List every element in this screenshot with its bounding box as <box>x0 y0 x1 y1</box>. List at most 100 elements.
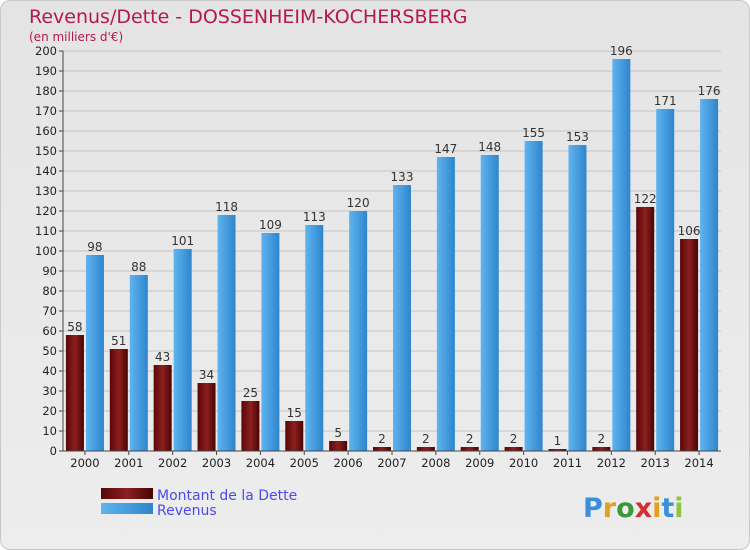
data-label-revenue: 133 <box>391 170 414 184</box>
x-tick-label: 2001 <box>114 456 143 470</box>
bar-revenue <box>612 59 631 451</box>
y-tick-label: 10 <box>42 424 57 438</box>
data-label-debt: 34 <box>199 368 214 382</box>
data-label-revenue: 113 <box>303 210 326 224</box>
x-tick-label: 2012 <box>597 456 626 470</box>
data-label-debt: 1 <box>554 434 562 448</box>
bar-debt <box>636 207 655 451</box>
logo-letter: o <box>616 493 635 524</box>
chart-subtitle: (en milliers d'€) <box>29 30 123 44</box>
data-label-revenue: 171 <box>654 94 677 108</box>
bar-debt <box>285 421 304 451</box>
data-label-debt: 122 <box>634 192 657 206</box>
grid-lines <box>63 50 721 452</box>
y-tick-label: 0 <box>50 444 57 458</box>
legend: Montant de la Dette Revenus <box>101 488 297 519</box>
y-tick-label: 20 <box>42 404 57 418</box>
y-tick-label: 150 <box>35 144 57 158</box>
data-label-debt: 43 <box>155 350 170 364</box>
x-axis-ticks: 2000 2001 2002 2003 2004 2005 2006 2007 2008 2009… <box>70 451 714 470</box>
y-tick-label: 170 <box>35 104 57 118</box>
data-label-debt: 15 <box>287 406 302 420</box>
bar-revenue <box>393 185 411 451</box>
bar-debt <box>373 447 391 451</box>
data-label-revenue: 153 <box>566 130 589 144</box>
x-tick-label: 2002 <box>158 456 187 470</box>
data-label-debt: 58 <box>67 320 82 334</box>
axes <box>62 51 721 452</box>
data-label-revenue: 148 <box>478 140 501 154</box>
proxiti-logo: Proxiti <box>583 493 684 524</box>
logo-letter: t <box>661 493 674 524</box>
bar-revenue <box>129 275 148 451</box>
y-tick-label: 90 <box>42 264 57 278</box>
data-label-debt: 2 <box>510 432 518 446</box>
logo-letter: i <box>652 493 661 524</box>
data-label-debt: 51 <box>111 334 126 348</box>
bar-revenue <box>305 225 324 451</box>
y-tick-label: 70 <box>42 304 57 318</box>
x-tick-label: 2011 <box>553 456 582 470</box>
bar-revenue <box>349 211 368 451</box>
data-label-revenue: 98 <box>87 240 102 254</box>
data-label-revenue: 118 <box>215 200 238 214</box>
y-tick-label: 30 <box>42 384 57 398</box>
bar-debt <box>548 449 567 451</box>
data-label-revenue: 147 <box>434 142 457 156</box>
legend-label-debt: Montant de la Dette <box>157 488 297 504</box>
data-label-debt: 2 <box>422 432 430 446</box>
x-tick-label: 2010 <box>509 456 538 470</box>
x-tick-label: 2006 <box>333 456 362 470</box>
bar-revenue <box>217 215 236 451</box>
y-tick-label: 140 <box>35 164 57 178</box>
x-tick-label: 2007 <box>377 456 406 470</box>
y-tick-label: 130 <box>35 184 57 198</box>
data-label-revenue: 176 <box>698 84 721 98</box>
chart-title: Revenus/Dette - DOSSENHEIM-KOCHERSBERG <box>29 6 467 28</box>
x-tick-label: 2004 <box>246 456 275 470</box>
bar-revenue <box>85 255 104 451</box>
data-label-debt: 2 <box>466 432 474 446</box>
bar-debt <box>65 335 84 451</box>
bar-revenue <box>436 157 455 451</box>
data-label-revenue: 120 <box>347 196 370 210</box>
bar-debt <box>197 383 216 451</box>
data-label-debt: 2 <box>378 432 386 446</box>
y-tick-label: 80 <box>42 284 57 298</box>
legend-swatch-revenue <box>101 503 153 514</box>
bar-revenue <box>173 249 192 451</box>
bar-debt <box>416 447 435 451</box>
data-label-revenue: 109 <box>259 218 282 232</box>
legend-swatch-debt <box>101 488 153 499</box>
y-tick-label: 120 <box>35 204 57 218</box>
bar-debt <box>329 441 348 451</box>
bar-debt <box>504 447 523 451</box>
data-label-revenue: 196 <box>610 44 633 58</box>
legend-label-revenue: Revenus <box>157 503 217 519</box>
bar-revenue <box>524 141 543 451</box>
bar-debt <box>680 239 699 451</box>
x-tick-label: 2013 <box>641 456 670 470</box>
data-label-debt: 2 <box>598 432 606 446</box>
x-tick-label: 2003 <box>202 456 231 470</box>
data-label-debt: 106 <box>678 224 701 238</box>
bar-debt <box>109 349 128 451</box>
x-tick-label: 2009 <box>465 456 494 470</box>
logo-letter: x <box>635 493 652 524</box>
data-label-revenue: 88 <box>131 260 146 274</box>
x-tick-label: 2008 <box>421 456 450 470</box>
y-tick-label: 40 <box>42 364 57 378</box>
bar-revenue <box>700 99 719 451</box>
data-label-revenue: 101 <box>171 234 194 248</box>
bar-debt <box>592 447 611 451</box>
y-tick-label: 200 <box>35 44 57 58</box>
bars: 58 98 51 88 43 101 34 118 25 109 15 113 5 120 2 133 2 147… <box>65 44 721 451</box>
y-tick-label: 180 <box>35 84 57 98</box>
bar-revenue <box>261 233 280 451</box>
bar-debt <box>153 365 172 451</box>
y-tick-label: 100 <box>35 244 57 258</box>
data-label-debt: 5 <box>334 426 342 440</box>
bar-revenue <box>656 109 675 451</box>
